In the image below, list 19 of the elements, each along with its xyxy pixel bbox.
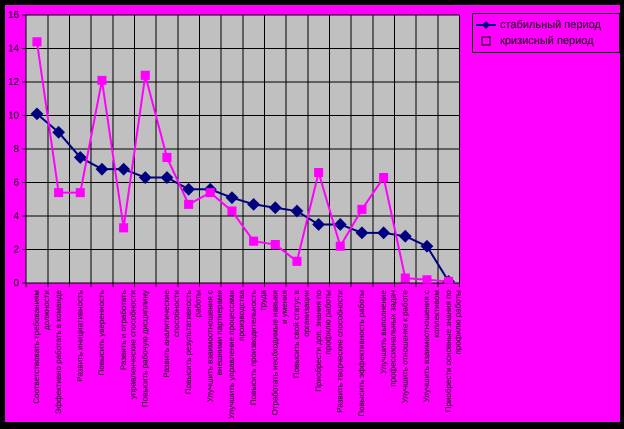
- y-tick-label: 14: [8, 43, 20, 54]
- y-tick-label: 16: [8, 10, 20, 21]
- x-tick-label: Эффективно работать в команде: [54, 290, 63, 414]
- y-tick-label: 6: [14, 177, 20, 188]
- x-tick-label: Развить творческие способности: [335, 290, 344, 413]
- x-tick-label: Соответствовать требованиям должности: [32, 290, 51, 404]
- y-tick-label: 0: [14, 278, 20, 289]
- y-tick-label: 12: [8, 76, 20, 88]
- x-tick-label: Повысить уверенность: [97, 290, 106, 376]
- y-tick-label: 4: [14, 210, 20, 222]
- y-tick-label: 8: [14, 144, 20, 155]
- legend-label: кризисный период: [500, 35, 594, 47]
- legend-label: стабильный период: [500, 19, 601, 31]
- x-tick-label: Развить инициативность: [75, 290, 84, 382]
- x-tick-label: Повысить рабочую дисциплину: [140, 290, 150, 408]
- y-tick-label: 10: [8, 110, 20, 122]
- x-tick-label: Улучшить отношение к работе: [400, 290, 410, 404]
- x-tick-label: Повысить эффективность работы: [357, 290, 366, 417]
- y-tick-label: 2: [14, 244, 20, 256]
